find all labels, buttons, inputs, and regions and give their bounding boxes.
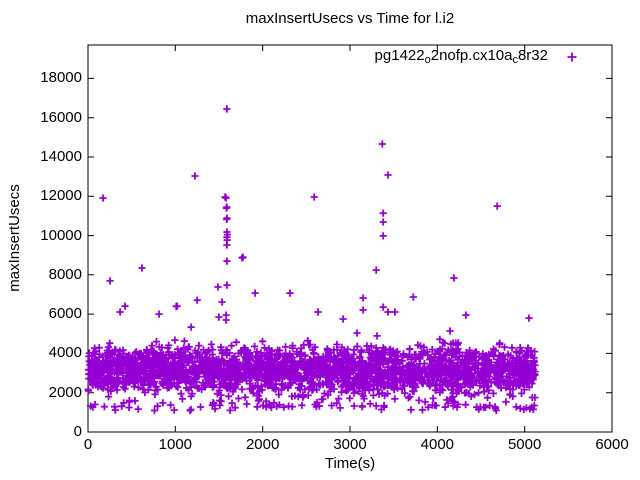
y-tick-label: 6000 xyxy=(48,305,82,323)
chart-title: maxInsertUsecs vs Time for l.i2 xyxy=(245,10,455,27)
legend-label-part: pg1422 xyxy=(374,47,425,64)
y-tick-label: 2000 xyxy=(48,383,82,401)
scatter-band-points xyxy=(84,335,539,415)
y-tick-label: 12000 xyxy=(40,187,82,205)
legend-label-part: 2nofp.cx10a xyxy=(430,47,513,64)
legend-marker-icon xyxy=(567,52,577,61)
x-axis-label: Time(s) xyxy=(324,455,376,472)
x-tick-label: 5000 xyxy=(507,436,542,453)
x-tick-label: 4000 xyxy=(420,436,455,453)
y-tick-label: 0 xyxy=(73,423,82,440)
x-tick-label: 2000 xyxy=(245,436,280,453)
legend-series-label: pg1422o2nofp.cx10ac8r32 xyxy=(375,47,548,66)
y-tick-label: 10000 xyxy=(40,226,82,244)
y-tick-label: 16000 xyxy=(40,108,82,126)
x-tick-label: 1000 xyxy=(158,436,193,453)
legend: pg1422o2nofp.cx10ac8r32 xyxy=(375,47,582,66)
x-tick-label: 6000 xyxy=(595,436,629,453)
x-tick-label: 3000 xyxy=(333,436,367,453)
y-tick-label: 8000 xyxy=(48,265,82,283)
x-tick-label: 0 xyxy=(83,436,93,453)
y-tick-label: 14000 xyxy=(40,147,82,165)
scatter-outlier-points xyxy=(87,105,538,413)
y-tick-label: 18000 xyxy=(40,69,82,87)
legend-label-subscript: o xyxy=(424,54,431,66)
y-tick-label: 4000 xyxy=(48,344,82,362)
legend-label-subscript: c xyxy=(512,54,518,66)
legend-label-part: 8r32 xyxy=(517,47,548,64)
